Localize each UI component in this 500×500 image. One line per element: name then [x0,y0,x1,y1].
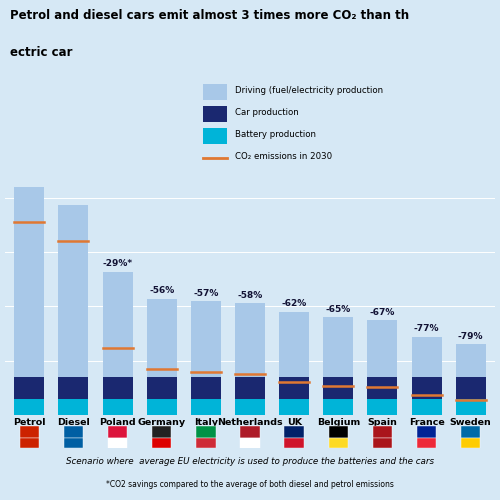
Bar [368,377,398,398]
Text: Scenario where  average EU electricity is used to produce the batteries and the : Scenario where average EU electricity is… [66,458,434,466]
Bar [417,438,436,448]
Bar [102,272,132,377]
Bar [203,106,226,122]
Bar [152,426,172,438]
Bar [20,438,39,448]
Text: -65%: -65% [326,305,351,314]
Bar [368,398,398,415]
Bar [108,438,128,448]
Bar [146,398,176,415]
Bar [235,303,265,377]
Bar [235,398,265,415]
Bar [279,312,309,377]
Bar [324,377,354,398]
Text: *CO2 savings compared to the average of both diesel and petrol emissions: *CO2 savings compared to the average of … [106,480,394,489]
Bar [372,426,392,438]
Bar [417,426,436,438]
Bar [152,438,172,448]
Bar [412,398,442,415]
Bar [235,377,265,398]
Bar [240,438,260,448]
Text: -58%: -58% [238,291,262,300]
Bar [328,438,348,448]
Bar [279,398,309,415]
Bar [412,377,442,398]
Bar [102,398,132,415]
Bar [20,426,39,438]
Text: CO₂ emissions in 2030: CO₂ emissions in 2030 [236,152,332,161]
Bar [461,426,480,438]
Bar [240,426,260,438]
Text: Car production: Car production [236,108,299,117]
Bar [64,438,83,448]
Text: -29%*: -29%* [102,260,132,268]
Bar [14,398,44,415]
Bar [328,426,348,438]
Bar [456,377,486,398]
Bar [146,298,176,377]
Bar [102,377,132,398]
Bar [456,344,486,377]
Text: -56%: -56% [149,286,174,296]
Bar [191,398,221,415]
Bar [58,398,88,415]
Text: -62%: -62% [282,300,307,308]
Bar [108,426,128,438]
Text: -79%: -79% [458,332,483,341]
Text: Driving (fuel/electricity production: Driving (fuel/electricity production [236,86,384,95]
Bar [64,426,83,438]
Text: -77%: -77% [414,324,440,334]
Bar [203,128,226,144]
Bar [58,377,88,398]
Bar [456,398,486,415]
Bar [284,426,304,438]
Bar [14,377,44,398]
Bar [279,377,309,398]
Bar [284,438,304,448]
Bar [372,438,392,448]
Text: -57%: -57% [193,288,218,298]
Bar [203,84,226,100]
Bar [191,377,221,398]
Text: -67%: -67% [370,308,395,317]
Text: Petrol and diesel cars emit almost 3 times more CO₂ than th: Petrol and diesel cars emit almost 3 tim… [10,8,409,22]
Bar [146,377,176,398]
Bar [324,398,354,415]
Bar [14,186,44,377]
Bar [368,320,398,377]
Bar [191,301,221,377]
Text: ectric car: ectric car [10,46,72,59]
Text: Battery production: Battery production [236,130,316,139]
Bar [196,426,216,438]
Bar [196,438,216,448]
Bar [461,438,480,448]
Bar [58,205,88,377]
Bar [324,317,354,377]
Bar [412,336,442,377]
